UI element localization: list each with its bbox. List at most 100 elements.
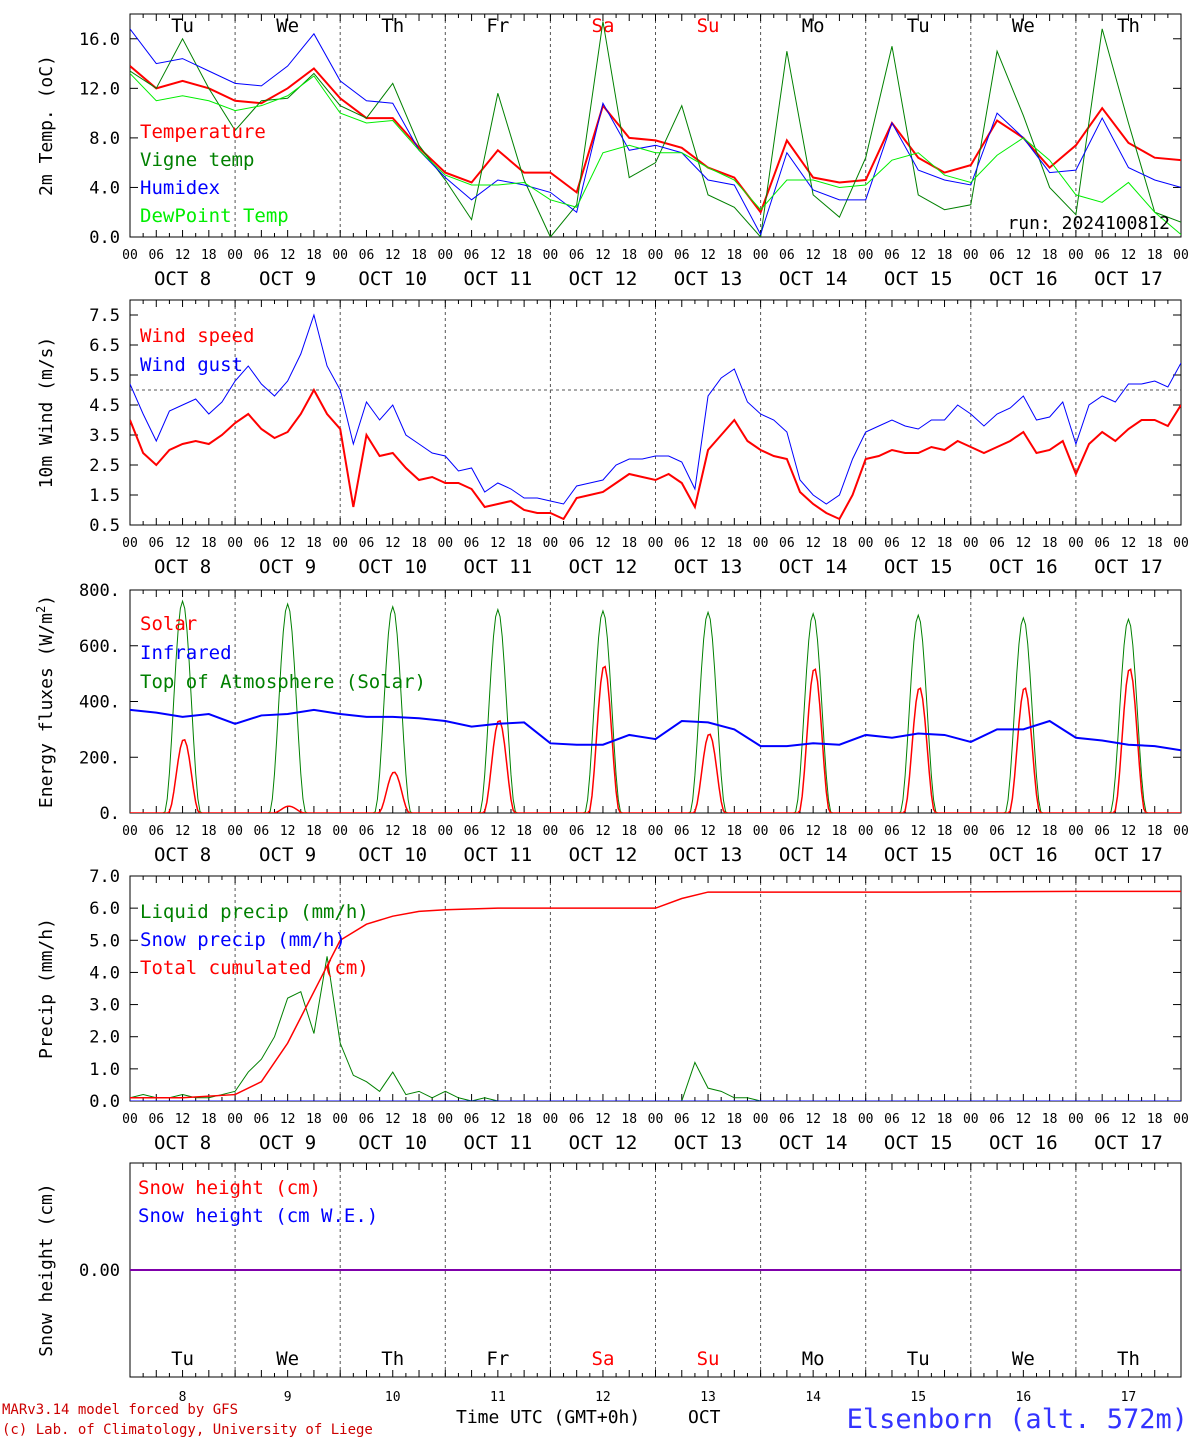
day-name-label: Tu	[907, 15, 930, 37]
panels: 0.0 4.0 8.0 12.0 16.0 2m Temp. (oC) Tu We Th Fr Sa…	[34, 13, 1189, 1405]
x-hour-label: 00	[1173, 248, 1189, 263]
x-date-label: OCT 13	[674, 844, 743, 866]
x-hour-label: 00	[753, 248, 769, 263]
x-hour-label: 18	[201, 1112, 217, 1127]
temperature-series-group	[130, 21, 1181, 237]
legend-entry: Humidex	[140, 177, 220, 199]
y-tick-label: 6.5	[89, 336, 120, 356]
x-date-label: OCT 9	[259, 556, 316, 578]
x-hour-label: 06	[884, 1112, 900, 1127]
x-hour-label: 12	[1016, 536, 1032, 551]
x-hour-label: 00	[1068, 536, 1084, 551]
x-hour-label: 00	[648, 1112, 664, 1127]
x-hour-label: 18	[832, 1112, 848, 1127]
x-hour-label: 18	[516, 248, 532, 263]
x-hour-label: 12	[595, 1112, 611, 1127]
x-hour-label: 06	[989, 1112, 1005, 1127]
x-hour-label: 18	[306, 824, 322, 839]
legend-entry: Top of Atmosphere (Solar)	[140, 671, 426, 693]
day-name-label: Tu	[907, 1348, 930, 1370]
day-name-label: Th	[1117, 15, 1140, 37]
energy-series-group	[130, 599, 1181, 813]
x-hour-label: 12	[805, 536, 821, 551]
y-tick-label: 7.5	[89, 306, 120, 326]
x-hour-label: 18	[726, 824, 742, 839]
x-hour-label: 18	[411, 1112, 427, 1127]
x-hour-label: 06	[254, 1112, 270, 1127]
x-hour-label: 12	[280, 1112, 296, 1127]
day-name-label: We	[1012, 1348, 1035, 1370]
y-tick-label: 800.	[79, 581, 120, 601]
legend-entry: Solar	[140, 613, 197, 635]
x-hour-label: 18	[832, 248, 848, 263]
series-line-wind-speed	[130, 387, 1181, 521]
day-name-label: Sa	[592, 15, 615, 37]
x-hour-label: 06	[464, 824, 480, 839]
x-hour-label: 06	[1094, 536, 1110, 551]
x-hour-label: 00	[1173, 824, 1189, 839]
x-date-label: OCT 14	[779, 556, 848, 578]
x-hour-label: 00	[858, 824, 874, 839]
x-date-label: OCT 11	[464, 1132, 533, 1154]
legend-entry: Wind speed	[140, 325, 254, 347]
x-date-label: OCT 13	[674, 556, 743, 578]
precip-panel: 0.0 1.0 2.0 3.0 4.0 5.0 6.0 7.0 Precip (mm/h) Liq…	[36, 867, 1189, 1154]
x-hour-label: 00	[122, 1112, 138, 1127]
x-day-number: 14	[805, 1390, 821, 1405]
x-hour-label: 12	[1121, 248, 1137, 263]
x-hour-label: 18	[621, 1112, 637, 1127]
x-hour-label: 12	[910, 248, 926, 263]
x-hour-label: 06	[989, 824, 1005, 839]
x-hour-label: 12	[490, 1112, 506, 1127]
x-hour-label: 12	[175, 248, 191, 263]
legend-entry: Snow height (cm)	[138, 1177, 321, 1199]
x-hour-label: 00	[543, 248, 559, 263]
legend-entry: Vigne temp	[140, 149, 254, 171]
x-hour-label: 18	[1042, 536, 1058, 551]
day-name-label: Mo	[802, 15, 825, 37]
x-hour-label: 12	[700, 824, 716, 839]
x-hour-label: 06	[569, 1112, 585, 1127]
x-hour-label: 00	[858, 248, 874, 263]
x-hour-label: 00	[332, 536, 348, 551]
x-hour-label: 18	[726, 1112, 742, 1127]
day-name-label: Mo	[802, 1348, 825, 1370]
y-tick-label: 4.5	[89, 396, 120, 416]
x-date-label: OCT 14	[779, 1132, 848, 1154]
x-hour-label: 06	[148, 1112, 164, 1127]
x-hour-label: 00	[648, 248, 664, 263]
x-hour-label: 18	[1042, 1112, 1058, 1127]
wind-y-axis-label: 10m Wind (m/s)	[36, 337, 57, 489]
x-date-label: OCT 9	[259, 844, 316, 866]
x-hour-label: 18	[306, 248, 322, 263]
x-hour-label: 12	[1016, 1112, 1032, 1127]
x-hour-label: 18	[726, 248, 742, 263]
x-hour-label: 06	[884, 824, 900, 839]
x-hour-label: 18	[621, 824, 637, 839]
x-date-label: OCT 8	[154, 1132, 211, 1154]
x-hour-label: 18	[1147, 824, 1163, 839]
x-hour-label: 06	[989, 248, 1005, 263]
x-hour-label: 12	[700, 248, 716, 263]
x-hour-label: 06	[359, 824, 375, 839]
x-date-label: OCT 17	[1094, 556, 1163, 578]
x-hour-label: 12	[1016, 248, 1032, 263]
x-hour-label: 18	[726, 536, 742, 551]
x-day-number: 8	[179, 1390, 187, 1405]
x-hour-label: 00	[543, 824, 559, 839]
day-name-label: Th	[1117, 1348, 1140, 1370]
x-day-number: 11	[490, 1390, 506, 1405]
x-hour-label: 06	[359, 1112, 375, 1127]
x-hour-label: 18	[201, 248, 217, 263]
x-date-label: OCT 15	[884, 268, 953, 290]
temperature-y-axis-label: 2m Temp. (oC)	[36, 55, 57, 196]
x-hour-label: 00	[437, 248, 453, 263]
x-hour-label: 12	[700, 1112, 716, 1127]
x-hour-label: 18	[411, 824, 427, 839]
x-date-label: OCT 12	[569, 1132, 638, 1154]
day-name-label: Su	[697, 15, 720, 37]
snow-y-axis-label: Snow height (cm)	[36, 1183, 57, 1356]
x-hour-label: 00	[858, 1112, 874, 1127]
y-tick-label: 3.5	[89, 426, 120, 446]
